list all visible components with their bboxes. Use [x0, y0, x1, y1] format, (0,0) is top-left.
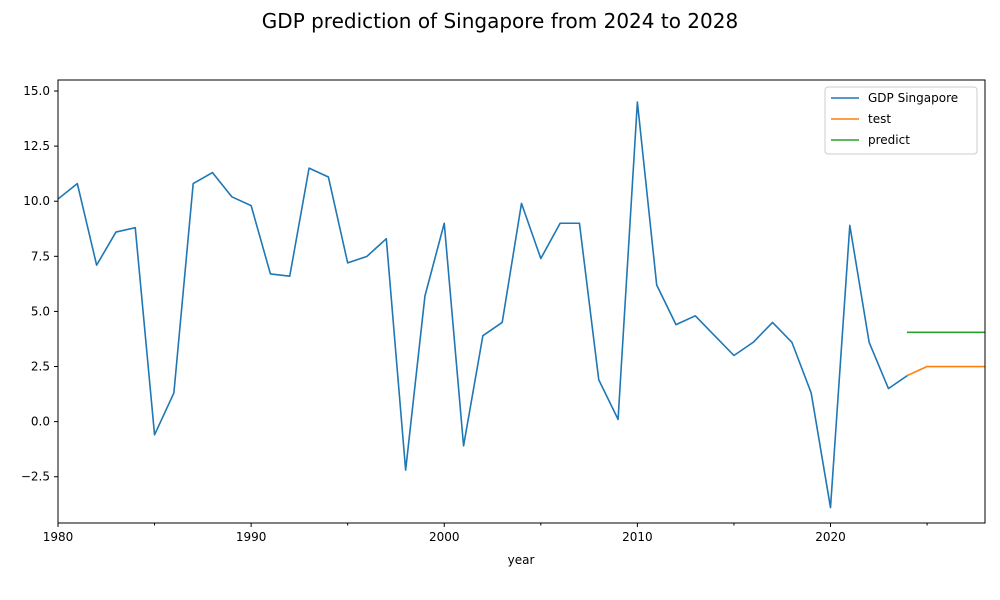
x-axis: 1980 1990 2000 2010 2020	[43, 523, 928, 544]
y-tick-label: 10.0	[23, 194, 50, 208]
x-tick-label: 1990	[236, 530, 267, 544]
series-line-test	[906, 365, 985, 377]
y-tick-label: 15.0	[23, 84, 50, 98]
x-tick-label: 2010	[622, 530, 653, 544]
legend: GDP Singapore test predict	[824, 86, 978, 155]
legend-frame	[824, 86, 978, 155]
x-tick-label: 1980	[43, 530, 74, 544]
y-tick-label: −2.5	[21, 470, 50, 484]
x-axis-label: year	[508, 553, 535, 567]
plot-area	[57, 79, 986, 524]
y-axis: −2.5 0.0 2.5 5.0 7.5 10.0 12.5 15.0	[21, 84, 58, 484]
legend-label: predict	[868, 133, 910, 147]
series-line-gdp-singapore	[58, 101, 909, 509]
y-tick-label: 7.5	[31, 249, 50, 263]
chart-title: GDP prediction of Singapore from 2024 to…	[262, 9, 738, 33]
axes-frame	[57, 79, 986, 524]
y-tick-label: 0.0	[31, 415, 50, 429]
y-tick-label: 12.5	[23, 139, 50, 153]
y-tick-label: 5.0	[31, 304, 50, 318]
series-layer	[58, 101, 985, 509]
legend-label: test	[868, 112, 891, 126]
x-tick-label: 2000	[429, 530, 460, 544]
y-tick-label: 2.5	[31, 360, 50, 374]
x-tick-label: 2020	[815, 530, 846, 544]
legend-label: GDP Singapore	[868, 91, 958, 105]
